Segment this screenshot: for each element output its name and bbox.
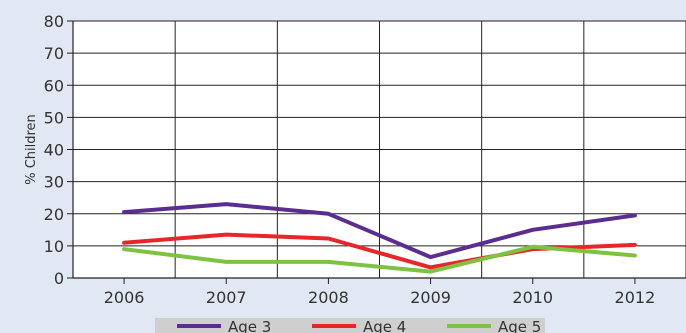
legend-label: Age 5 xyxy=(498,318,541,333)
x-tick-label: 2009 xyxy=(410,288,451,307)
x-tick-label: 2008 xyxy=(308,288,349,307)
y-tick-label: 0 xyxy=(54,269,64,288)
x-tick-label: 2007 xyxy=(206,288,247,307)
y-tick-label: 80 xyxy=(44,12,64,31)
y-tick-label: 60 xyxy=(44,76,64,95)
y-tick-label: 40 xyxy=(44,141,64,160)
y-tick-label: 70 xyxy=(44,44,64,63)
y-tick-labels: 0 10 20 30 40 50 60 70 80 xyxy=(44,12,64,288)
y-tick-label: 50 xyxy=(44,108,64,127)
y-axis-label: % Children xyxy=(24,114,39,185)
axes xyxy=(67,20,686,284)
y-tick-label: 30 xyxy=(44,173,64,192)
legend-label: Age 3 xyxy=(228,318,271,333)
x-tick-label: 2012 xyxy=(615,288,656,307)
series-lines xyxy=(122,202,637,274)
y-tick-label: 20 xyxy=(44,205,64,224)
y-tick-label: 10 xyxy=(44,237,64,256)
series-line-age-3 xyxy=(122,202,637,260)
x-tick-label: 2010 xyxy=(512,288,553,307)
x-tick-labels: 2006 2007 2008 2009 2010 2012 xyxy=(104,288,656,307)
x-tick-label: 2006 xyxy=(104,288,145,307)
series-line-age-5 xyxy=(122,244,637,274)
gridlines xyxy=(72,20,686,279)
legend-label: Age 4 xyxy=(363,318,406,333)
legend: Age 3 Age 4 Age 5 xyxy=(155,318,545,333)
